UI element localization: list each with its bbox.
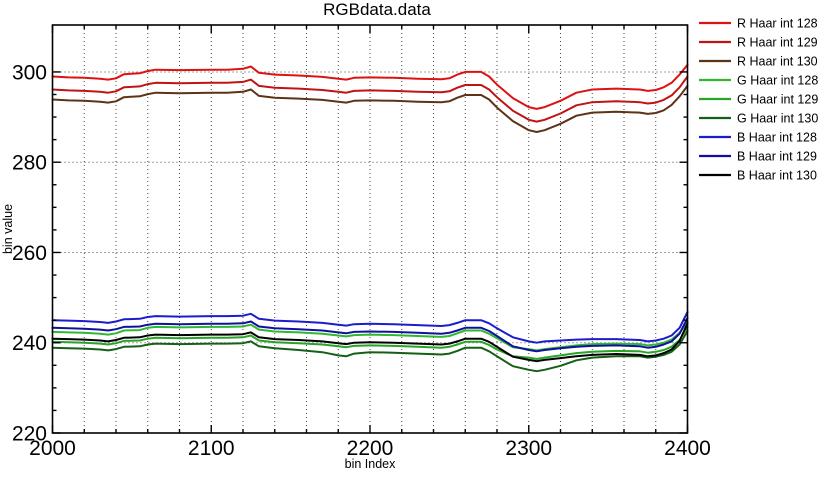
series-line-g-haar-int-128	[51, 320, 689, 352]
legend-item: R Haar int 129	[699, 36, 818, 50]
series-line-b-haar-int-130	[51, 322, 689, 363]
gridlines	[52, 25, 688, 433]
legend-label: G Haar int 129	[737, 93, 818, 107]
legend-item: G Haar int 130	[699, 112, 818, 126]
series-line-r-haar-int-130	[51, 84, 689, 133]
y-tick-label: 300	[12, 61, 47, 84]
legend-label: R Haar int 129	[737, 36, 818, 50]
tick-labels: 2000 2100 2200 2300 2400 220 240 260 280 300	[12, 61, 711, 460]
legend-item: G Haar int 128	[699, 74, 818, 88]
legend-label: B Haar int 130	[737, 169, 817, 183]
y-tick-label: 240	[12, 332, 47, 355]
series-lines	[51, 63, 689, 373]
x-tick-label: 2100	[188, 437, 235, 460]
legend-item: G Haar int 129	[699, 93, 818, 107]
legend-item: B Haar int 128	[699, 131, 817, 145]
x-tick-label: 2300	[505, 437, 552, 460]
x-tick-label: 2400	[664, 437, 711, 460]
legend: R Haar int 128 R Haar int 129 R Haar int 1…	[699, 17, 818, 183]
legend-label: R Haar int 130	[737, 55, 818, 69]
series-line-r-haar-int-129	[51, 75, 689, 123]
series-line-g-haar-int-130	[51, 330, 689, 373]
y-tick-label: 280	[12, 152, 47, 175]
legend-item: B Haar int 129	[699, 150, 817, 164]
legend-item: R Haar int 128	[699, 17, 818, 31]
legend-item: B Haar int 130	[699, 169, 817, 183]
legend-label: B Haar int 128	[737, 131, 817, 145]
series-line-r-haar-int-128	[51, 63, 689, 110]
legend-label: G Haar int 130	[737, 112, 818, 126]
legend-item: R Haar int 130	[699, 55, 818, 69]
y-axis-label: bin value	[1, 204, 15, 254]
y-tick-label: 220	[12, 423, 47, 446]
x-axis-label: bin Index	[345, 457, 396, 471]
series-line-b-haar-int-128	[51, 311, 689, 344]
series-line-b-haar-int-129	[51, 316, 689, 353]
y-tick-label: 260	[12, 242, 47, 265]
legend-label: G Haar int 128	[737, 74, 818, 88]
series-line-g-haar-int-129	[51, 325, 689, 360]
x-tick-label: 2000	[29, 437, 76, 460]
axis-ticks	[51, 25, 689, 434]
legend-label: R Haar int 128	[737, 17, 818, 31]
chart-title: RGBdata.data	[323, 0, 431, 19]
legend-label: B Haar int 129	[737, 150, 817, 164]
x-tick-label: 2200	[347, 437, 394, 460]
